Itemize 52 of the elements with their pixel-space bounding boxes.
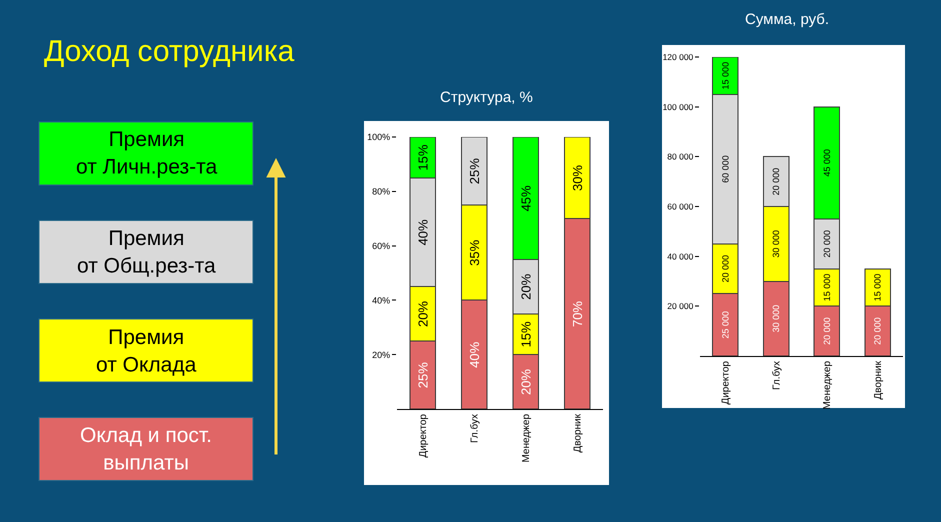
data-label: 70%	[570, 300, 585, 328]
data-label: 20 000	[822, 230, 832, 258]
chart-title: Сумма, руб.	[745, 11, 830, 28]
text: Премия от Личн.рез-та	[76, 128, 218, 178]
text: Премия от Общ.рез-та	[77, 227, 216, 278]
x-tick-label: Директор	[418, 414, 429, 458]
y-tick-label: 100%	[367, 132, 390, 142]
y-tick-label: 80 000	[667, 152, 694, 162]
data-label: 25 000	[720, 311, 730, 339]
x-tick-label: Менеджер	[822, 360, 834, 410]
text: Доход сотрудника	[44, 35, 295, 68]
y-tick-label: 20 000	[667, 301, 694, 312]
y-tick-label: 120 000	[662, 52, 694, 62]
data-label: 15 000	[872, 274, 883, 302]
y-tick-label: 20%	[372, 350, 390, 360]
data-label: 15 000	[822, 274, 832, 302]
x-tick-label: Гл.бух	[771, 361, 782, 390]
data-label: 20 000	[720, 255, 730, 283]
y-tick-label: 100 000	[662, 102, 694, 112]
x-tick-label: Дворник	[572, 413, 584, 453]
text: Премия от Оклада	[96, 326, 197, 376]
data-label: 20 000	[822, 317, 832, 345]
data-label: 20%	[518, 273, 534, 300]
data-label: 20 000	[872, 317, 883, 345]
x-tick-label: Директор	[720, 360, 732, 405]
data-label: 30 000	[771, 230, 782, 258]
data-label: 40%	[466, 341, 482, 368]
x-tick-label: Менеджер	[521, 414, 532, 463]
chart-title: Структура, %	[440, 89, 533, 106]
data-label: 15%	[518, 320, 534, 348]
y-tick-label: 60 000	[667, 201, 694, 212]
data-label: 30 000	[771, 304, 782, 332]
data-label: 20 000	[771, 168, 782, 196]
x-tick-label: Гл.бух	[470, 414, 480, 443]
y-tick-label: 60%	[372, 240, 390, 251]
y-tick-label: 80%	[372, 186, 390, 197]
data-label: 20%	[415, 300, 430, 328]
data-label: 60 000	[720, 155, 730, 183]
data-label: 15 000	[720, 62, 730, 90]
data-label: 35%	[466, 239, 482, 266]
x-tick-label: Дворник	[872, 360, 884, 400]
data-label: 40%	[415, 218, 430, 246]
y-tick-label: 40 000	[667, 251, 694, 262]
data-label: 20%	[518, 368, 534, 396]
data-label: 45%	[518, 184, 534, 212]
y-tick-label: 40%	[372, 295, 390, 306]
data-label: 25%	[415, 362, 430, 388]
data-label: 45 000	[822, 149, 832, 177]
data-label: 15%	[415, 144, 430, 171]
data-label: 25%	[466, 158, 482, 184]
text: Оклад и пост. выплаты	[80, 424, 212, 474]
data-label: 30%	[570, 164, 585, 192]
